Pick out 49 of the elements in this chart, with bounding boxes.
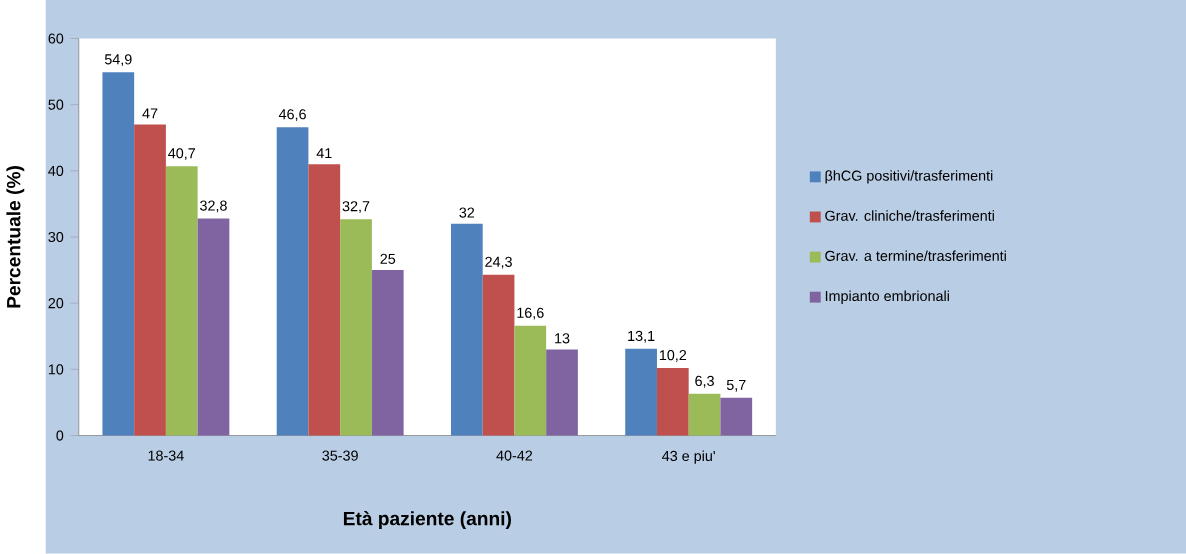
- bar: [102, 72, 135, 436]
- legend-label: βhCG positivi/trasferimenti: [825, 170, 993, 184]
- bar: [688, 393, 721, 436]
- bar: [450, 223, 483, 436]
- y-tick-label: 20: [48, 298, 64, 309]
- data-label: 6,3: [695, 375, 714, 388]
- bar: [371, 270, 404, 436]
- data-label: 13: [555, 333, 570, 344]
- legend-label: Impianto embrionali: [825, 290, 949, 304]
- data-label: 32,7: [342, 201, 370, 214]
- data-label: 41: [316, 148, 332, 159]
- legend-label: Grav. a termine/trasferimenti: [825, 250, 1006, 262]
- bar: [482, 274, 515, 436]
- data-label: 32: [459, 207, 475, 218]
- bar: [656, 368, 689, 436]
- bar: [308, 164, 341, 436]
- data-label: 47: [142, 108, 158, 119]
- bar: [276, 127, 309, 436]
- y-tick-label: 50: [48, 99, 64, 110]
- data-label: 5,7: [726, 380, 746, 392]
- bar: [514, 325, 547, 436]
- y-tick-label: 30: [48, 232, 64, 243]
- y-tick-label: 10: [48, 364, 64, 375]
- y-tick-label: 60: [48, 33, 64, 44]
- legend-label: Grav. cliniche/trasferimenti: [825, 210, 994, 221]
- y-tick-label: 40: [48, 165, 64, 177]
- y-axis-title: Percentuale (%): [6, 166, 25, 308]
- data-label: 54,9: [104, 54, 132, 67]
- bar: [197, 218, 230, 436]
- data-label: 13,1: [628, 330, 655, 343]
- bar: [625, 348, 657, 436]
- data-label: 10,2: [659, 350, 687, 362]
- x-axis-title: Età paziente (anni): [343, 511, 511, 530]
- bar: [134, 124, 166, 436]
- data-label: 25: [380, 253, 396, 265]
- y-tick-label: 0: [56, 430, 64, 441]
- data-label: 32,8: [200, 200, 227, 213]
- data-label: 24,3: [485, 256, 512, 269]
- x-tick-label: 35-39: [322, 450, 358, 461]
- data-label: 16,6: [517, 307, 544, 320]
- data-label: 40,7: [168, 148, 196, 161]
- x-tick-label: 43 e piu': [662, 450, 715, 464]
- x-tick-label: 18-34: [148, 450, 184, 461]
- bar: [165, 166, 198, 436]
- bar: [720, 397, 753, 436]
- bar: [546, 349, 578, 436]
- x-tick-label: 40-42: [496, 450, 533, 461]
- data-label: 46,6: [278, 109, 306, 122]
- bar: [340, 219, 372, 436]
